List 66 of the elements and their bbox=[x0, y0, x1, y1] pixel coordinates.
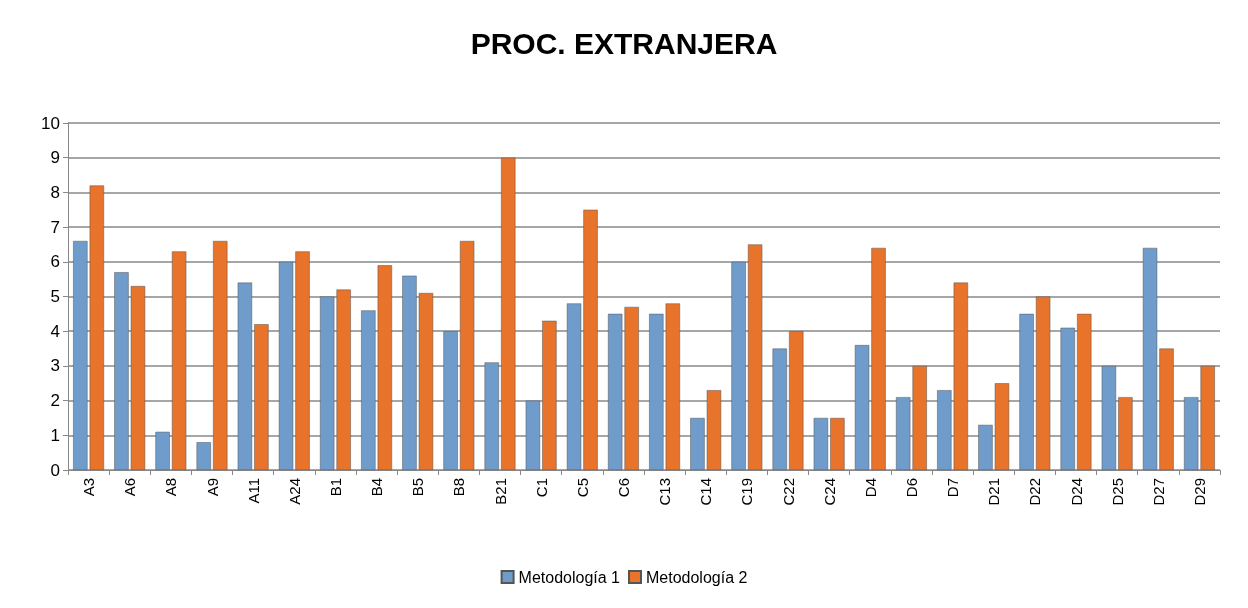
bar bbox=[196, 442, 211, 470]
bar bbox=[542, 320, 557, 470]
bar bbox=[525, 400, 541, 470]
x-tick-label: D24 bbox=[1067, 478, 1085, 506]
y-tick-label: 6 bbox=[50, 252, 60, 272]
bar bbox=[237, 282, 253, 470]
x-tick-label: C22 bbox=[779, 478, 797, 506]
x-tick-label: C5 bbox=[573, 478, 591, 498]
bar bbox=[1101, 365, 1117, 470]
bar bbox=[213, 240, 228, 470]
x-tick-label: D6 bbox=[902, 478, 920, 498]
bar bbox=[731, 261, 746, 470]
bar bbox=[443, 331, 458, 470]
bar bbox=[1060, 327, 1075, 470]
x-tick-label: D29 bbox=[1190, 478, 1208, 506]
y-tick-label: 1 bbox=[50, 425, 60, 445]
chart-title: PROC. EXTRANJERA bbox=[470, 26, 778, 60]
x-tick-label: D22 bbox=[1026, 478, 1044, 506]
x-tick-label: D25 bbox=[1108, 478, 1126, 506]
x-tick-label: C1 bbox=[532, 478, 550, 498]
bar bbox=[772, 348, 787, 470]
x-tick-label: B4 bbox=[368, 478, 386, 497]
x-tick-label: D21 bbox=[985, 478, 1003, 506]
bar bbox=[1077, 313, 1092, 470]
bar bbox=[155, 431, 170, 470]
y-tick-label: 2 bbox=[50, 391, 60, 411]
x-tick-label: D27 bbox=[1149, 478, 1167, 506]
y-tick-label: 8 bbox=[50, 182, 60, 202]
bar bbox=[501, 157, 516, 470]
bar bbox=[1035, 296, 1051, 470]
x-tick-label: C13 bbox=[656, 478, 674, 506]
bar bbox=[813, 417, 829, 470]
legend-label: Metodología 1 bbox=[518, 568, 621, 586]
x-tick-label: B21 bbox=[491, 478, 509, 505]
x-tick-label: C6 bbox=[614, 478, 632, 498]
x-tick-label: C19 bbox=[738, 478, 756, 506]
x-tick-label: B5 bbox=[409, 478, 427, 497]
x-tick-label: A6 bbox=[121, 478, 139, 497]
x-tick-label: C14 bbox=[697, 478, 715, 506]
x-tick-label: B8 bbox=[450, 478, 468, 497]
bar bbox=[789, 331, 804, 470]
x-tick-label: A8 bbox=[162, 478, 180, 497]
y-tick-label: 9 bbox=[50, 148, 60, 168]
bar bbox=[830, 417, 845, 470]
y-tick-label: 0 bbox=[50, 460, 60, 480]
bar bbox=[1019, 313, 1034, 470]
x-tick-label: A11 bbox=[244, 478, 262, 504]
y-tick-label: 5 bbox=[50, 287, 60, 306]
x-tick-label: B1 bbox=[326, 478, 344, 497]
y-tick-label: 10 bbox=[41, 113, 60, 133]
x-tick-label: D7 bbox=[944, 478, 962, 498]
bar bbox=[459, 240, 475, 470]
bar bbox=[171, 251, 187, 470]
x-tick-label: A3 bbox=[80, 478, 98, 497]
x-tick-label: A24 bbox=[285, 478, 303, 505]
y-tick-label: 4 bbox=[50, 321, 60, 341]
legend-label: Metodología 2 bbox=[646, 568, 748, 586]
x-tick-label: C24 bbox=[820, 478, 838, 506]
bar bbox=[1118, 397, 1133, 470]
bar bbox=[484, 362, 499, 470]
y-tick-label: 7 bbox=[50, 217, 60, 237]
x-tick-label: D4 bbox=[861, 478, 879, 498]
bar bbox=[254, 324, 269, 470]
bar bbox=[747, 244, 763, 470]
y-tick-label: 3 bbox=[50, 356, 60, 376]
x-tick-label: A9 bbox=[203, 478, 221, 497]
